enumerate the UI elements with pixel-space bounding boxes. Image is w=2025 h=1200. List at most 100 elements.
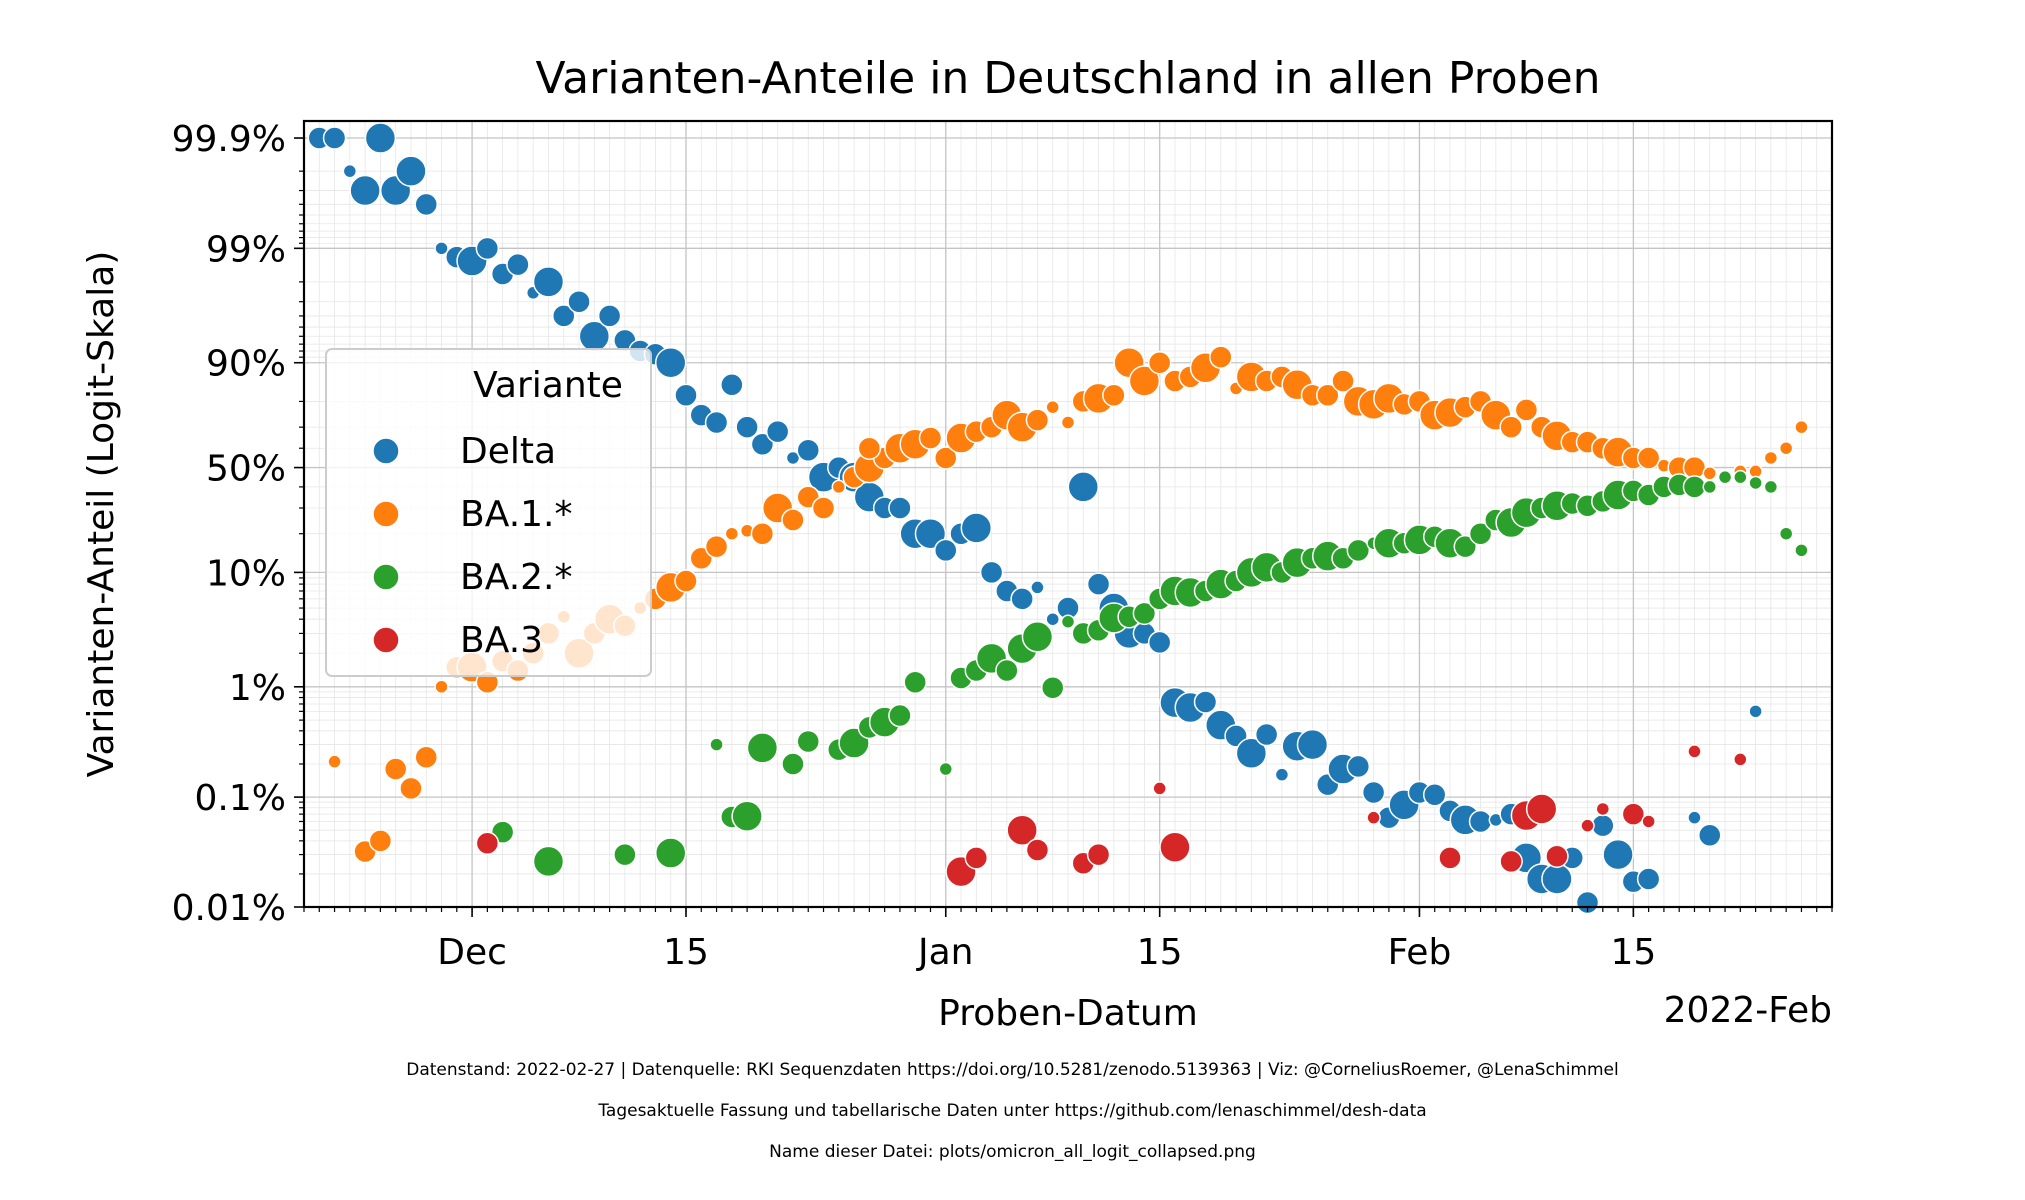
data-point-delta xyxy=(979,560,1004,585)
data-point-ba-2 xyxy=(938,761,954,777)
data-point-ba-2 xyxy=(888,703,912,728)
data-point-delta xyxy=(1748,704,1763,719)
legend-marker-ba3 xyxy=(372,626,400,654)
x-tick-label: 15 xyxy=(1610,932,1656,973)
data-point-ba-2 xyxy=(1021,621,1054,653)
data-point-ba-1 xyxy=(414,745,438,770)
data-point-ba-1 xyxy=(811,496,836,520)
data-point-ba-3 xyxy=(1086,842,1111,867)
data-point-ba-1 xyxy=(1763,450,1779,466)
data-point-delta xyxy=(1591,813,1615,838)
data-point-ba-3 xyxy=(1025,838,1050,862)
data-point-ba-1 xyxy=(1128,365,1161,397)
data-point-ba-1 xyxy=(918,426,943,450)
data-point-ba-1 xyxy=(934,446,958,470)
data-point-ba-2 xyxy=(995,658,1019,683)
data-point-delta xyxy=(796,438,820,462)
y-tick-label: 0.01% xyxy=(172,888,286,929)
data-point-ba-1 xyxy=(724,526,740,541)
data-point-delta xyxy=(597,304,622,328)
data-point-delta xyxy=(674,383,698,407)
legend-label-ba3: BA.3 xyxy=(460,620,543,661)
data-point-delta xyxy=(1636,867,1661,891)
axis-ticks: Dec 15 Jan 15 Feb 15 0.01% 0.1% 1% 10% 50% 90% 99% 99… xyxy=(172,119,1833,973)
data-point-ba-2 xyxy=(731,800,763,832)
data-point-ba-1 xyxy=(383,757,408,781)
data-point-delta xyxy=(1422,783,1447,807)
data-point-ba-1 xyxy=(399,776,423,801)
data-point-ba-2 xyxy=(1468,521,1493,546)
data-point-ba-2 xyxy=(1702,479,1718,495)
footer-source-line: Datenstand: 2022-02-27 | Datenquelle: RK… xyxy=(406,1060,1619,1080)
data-point-ba-2 xyxy=(796,729,820,754)
data-point-ba-1 xyxy=(1147,350,1172,375)
data-point-delta xyxy=(654,346,687,379)
data-point-ba-2 xyxy=(1794,543,1809,558)
y-tick-label: 90% xyxy=(206,344,286,385)
data-point-delta xyxy=(1274,767,1290,782)
data-point-delta xyxy=(1235,737,1268,770)
data-point-delta xyxy=(888,496,912,520)
y-tick-label: 10% xyxy=(206,553,286,594)
x-tick-label: Jan xyxy=(916,932,974,973)
data-point-ba-2 xyxy=(1733,469,1748,485)
x-tick-label: Dec xyxy=(437,932,507,973)
data-point-ba-1 xyxy=(1636,446,1661,470)
data-point-ba-1 xyxy=(1060,415,1076,430)
y-tick-label: 50% xyxy=(206,449,286,490)
footer-filename-line: Name dieser Datei: plots/omicron_all_log… xyxy=(769,1142,1256,1162)
data-point-ba-2 xyxy=(903,670,927,694)
data-point-ba-2 xyxy=(709,737,724,752)
data-point-ba-1 xyxy=(1331,369,1355,393)
data-point-ba-2 xyxy=(1778,526,1794,541)
data-point-delta xyxy=(1086,572,1111,596)
data-point-delta xyxy=(1296,728,1329,761)
data-point-ba-1 xyxy=(831,479,847,495)
data-point-ba-1 xyxy=(327,754,342,769)
y-tick-label: 1% xyxy=(229,668,286,709)
data-point-ba-1 xyxy=(434,679,449,695)
data-point-ba-2 xyxy=(1748,475,1763,491)
data-point-ba-1 xyxy=(1025,408,1050,432)
data-point-delta xyxy=(395,155,427,187)
data-point-ba-3 xyxy=(475,831,500,856)
data-point-ba-1 xyxy=(1778,440,1794,456)
data-point-delta xyxy=(1045,611,1060,627)
data-point-ba-3 xyxy=(1438,846,1462,870)
data-point-delta xyxy=(1687,810,1702,825)
data-point-delta xyxy=(1346,754,1371,779)
footer-link-line: Tagesaktuelle Fassung und tabellarische … xyxy=(598,1101,1427,1121)
data-point-delta xyxy=(1254,722,1279,747)
data-point-ba-2 xyxy=(1040,676,1065,700)
x-tick-label: 15 xyxy=(1137,932,1183,973)
data-point-delta xyxy=(1030,580,1045,595)
data-point-ba-2 xyxy=(1132,601,1157,626)
legend-title: Variante xyxy=(473,365,623,406)
data-point-ba-2 xyxy=(781,752,805,776)
data-point-delta xyxy=(960,512,993,544)
data-point-delta xyxy=(1193,690,1218,714)
data-point-delta xyxy=(1010,587,1034,611)
data-point-ba-1 xyxy=(1102,383,1126,407)
data-point-ba-3 xyxy=(1595,801,1611,817)
data-point-ba-1 xyxy=(781,508,805,532)
data-point-ba-3 xyxy=(1366,810,1381,825)
data-point-ba-1 xyxy=(750,521,775,546)
data-point-ba-2 xyxy=(532,845,565,878)
data-point-ba-2 xyxy=(1346,538,1371,563)
data-point-ba-3 xyxy=(1621,802,1646,826)
data-point-delta xyxy=(475,236,500,261)
legend-marker-delta xyxy=(372,437,400,465)
data-point-delta xyxy=(1361,780,1386,805)
legend-label-ba2: BA.2.* xyxy=(460,557,572,598)
data-point-delta xyxy=(1602,838,1634,871)
y-tick-label: 99% xyxy=(206,229,286,270)
data-point-delta xyxy=(552,304,576,328)
data-point-ba-3 xyxy=(1641,814,1656,829)
y-tick-label: 0.1% xyxy=(195,778,286,819)
x-tick-label: 15 xyxy=(663,932,709,973)
data-point-ba-1 xyxy=(368,829,393,853)
data-point-ba-3 xyxy=(1159,831,1191,863)
data-point-ba-3 xyxy=(1499,849,1523,874)
